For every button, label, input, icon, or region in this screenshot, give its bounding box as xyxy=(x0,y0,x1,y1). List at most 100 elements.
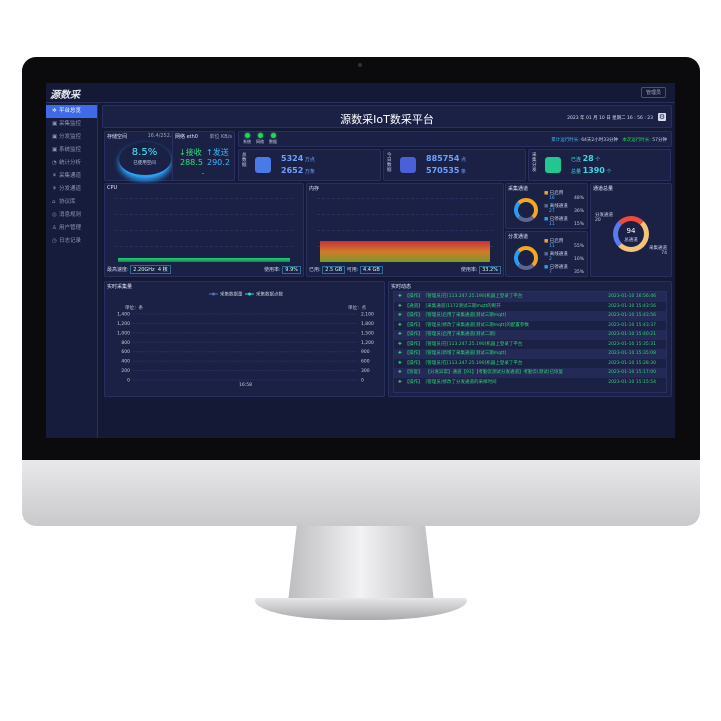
stat-line-2: 总量 1390 个 xyxy=(571,166,612,175)
event-row[interactable]: ✚ 【操作】 [管理员]在[113.247.25.190]机器上登录了平台 202… xyxy=(394,292,666,302)
y-left-tick: 200 xyxy=(121,368,130,374)
sidebar-item-label: 采集监控 xyxy=(59,121,82,127)
status-strip: 系统 网络 数据 累计运行时长: 64天2小时33分钟 本次运行时长: 57分钟 xyxy=(238,131,672,147)
sidebar-item-label: 日志记录 xyxy=(59,238,82,244)
event-row[interactable]: ✚ 【操作】 [管理员]在[113.247.25.190]机器上登录了平台 202… xyxy=(398,360,656,366)
storage-title: 存储空间 xyxy=(107,134,128,140)
plus-icon: ✚ xyxy=(398,370,402,375)
monitor-icon: ▣ xyxy=(52,147,58,153)
sidebar-item-10[interactable]: ◷ 日志记录 xyxy=(46,235,97,248)
channel-total-title: 通道总量 xyxy=(593,186,614,192)
event-row[interactable]: ✚ 【恢复】 【分发异常】通道【91】【考勤云测试分发通道】考勤云(测试)已恢复… xyxy=(394,368,666,378)
rx-label: ↓接收 xyxy=(179,148,202,157)
sidebar-item-3[interactable]: ▣ 系统监控 xyxy=(46,144,97,157)
runtime: 累计运行时长: 64天2小时33分钟 本次运行时长: 57分钟 xyxy=(551,138,667,143)
stat-icon xyxy=(255,157,271,173)
stat-card: 总数据 5324 万点 2652 万条 xyxy=(238,149,381,181)
channel-donut xyxy=(514,246,538,270)
y-left-tick: 1,400 xyxy=(117,312,130,318)
stat-label: 采集分发 xyxy=(532,153,537,173)
legend-label: 采集数据量 xyxy=(220,291,243,298)
stat-card: 今日数据 885754 点 570535 条 xyxy=(383,149,526,181)
sidebar-item-label: 消息规则 xyxy=(59,212,82,218)
storage-label: 已使用空间 xyxy=(133,161,156,166)
event-row[interactable]: ✚ 【操作】 [管理员]启用了采集通道[测试二期] 2023-01-10 15:4… xyxy=(394,330,666,340)
sidebar-item-5[interactable]: ⚘ 采集通道 xyxy=(46,170,97,183)
y-left-tick: 0 xyxy=(127,378,130,384)
dist-channel-count: 分发通道 20 xyxy=(595,213,613,223)
stat-card: 采集分发 已连 28 个 总量 1390 个 xyxy=(528,149,671,181)
rule-icon: ◎ xyxy=(52,212,57,218)
sidebar-item-label: 平台总览 xyxy=(59,108,82,114)
grid-icon: ✲ xyxy=(52,108,57,114)
channel-icon: ⚘ xyxy=(52,186,57,192)
collect-channels-panel: 采集通道 ■ 已启用 16 48% ■ 离线通道 27 36% ■ 已停通道 11 15% xyxy=(505,183,588,229)
sidebar-item-label: 用户管理 xyxy=(59,225,82,231)
status-light: 网络 xyxy=(256,133,264,145)
library-icon: ⌂ xyxy=(52,199,56,205)
sidebar-item-4[interactable]: ◔ 统计分析 xyxy=(46,157,97,170)
cpu-usage: 使用率: 9.9% xyxy=(264,266,301,274)
settings-icon[interactable]: ⚙ xyxy=(658,113,666,121)
x-tick: 16:58 xyxy=(239,382,252,388)
network-dash: - xyxy=(202,170,205,177)
page-title: 源数采IoT数采平台 xyxy=(340,113,434,126)
sidebar-item-label: 统计分析 xyxy=(59,160,82,166)
channel-total-value: 94 xyxy=(626,227,636,235)
event-row[interactable]: ✚ 【操作】 [管理员]修改了采集通道[测试三期mqtt]的配置参数 2023-0… xyxy=(398,322,656,328)
memory-panel: 内存 已用: 2.5 GB 可用: 4.4 GB 使用率: 33.2% xyxy=(306,183,504,277)
y-right-tick: 0 xyxy=(361,378,364,384)
event-row[interactable]: ✚ 【操作】 [管理员]在[113.247.25.190]机器上登录了平台 202… xyxy=(398,341,656,347)
legend-marker xyxy=(212,292,215,296)
monitor-icon: ▣ xyxy=(52,134,58,140)
channel-stat-row: ■ 已停通道 11 15% xyxy=(544,217,584,227)
channel-stat-row: ■ 离线通道 27 36% xyxy=(544,204,584,214)
dashboard-screen: 源数采 管理员 ✲ 平台总览 ▣ 采集监控 ▣ 分发监控 ▣ 系统监控 ◔ 统计分析 ⚘ 采集通道 ⚘ 分… xyxy=(46,83,675,438)
sidebar-item-7[interactable]: ⌂ 协议库 xyxy=(46,196,97,209)
channel-title: 分发通道 xyxy=(508,234,529,240)
plus-icon: ✚ xyxy=(398,379,402,385)
user-button[interactable]: 管理员 xyxy=(640,87,666,98)
stat-line-1: 885754 点 xyxy=(426,154,467,163)
event-row[interactable]: ✚ 【操作】 [管理员]修改了分发通道的采样时间 2023-01-10 15:15… xyxy=(398,379,656,385)
plus-icon: ✚ xyxy=(398,303,402,309)
tx-value: 290.2 xyxy=(207,158,230,167)
channel-total-label: 总通道 xyxy=(624,238,638,243)
cpu-panel: CPU 最高速度: 2.20GHz 4 核 使用率: 9.9% xyxy=(104,183,304,277)
monitor-icon: ▣ xyxy=(52,121,58,127)
y-left-tick: 1,200 xyxy=(117,321,130,327)
title-bar: 源数采IoT数采平台 2023 年 01 月 10 日 星期二 16 : 56 … xyxy=(102,105,672,128)
event-row[interactable]: ✚ 【操作】 [管理员]启用了采集通道[测试三期mqtt] 2023-01-10 … xyxy=(394,311,666,321)
memory-usage-area xyxy=(320,241,490,262)
collect-channel-count: 采集通道 74 xyxy=(649,246,667,256)
sidebar-item-label: 协议库 xyxy=(59,199,76,205)
logo: 源数采 xyxy=(50,90,80,101)
stat-line-1: 已连 28 个 xyxy=(571,154,601,163)
legend-marker xyxy=(248,292,251,296)
sidebar-item-label: 系统监控 xyxy=(59,147,82,153)
y-right-tick: 2,100 xyxy=(361,312,374,318)
storage-card: 存储空间 16.4/252.8GB 8.5% 已使用空间 xyxy=(104,131,185,181)
channel-total-donut xyxy=(613,216,649,252)
plus-icon: ✚ xyxy=(398,313,402,318)
memory-usage: 使用率: 33.2% xyxy=(461,266,501,274)
sidebar-item-8[interactable]: ◎ 消息规则 xyxy=(46,209,97,222)
events-panel: 实时动态 ✚ 【操作】 [管理员]在[113.247.25.190]机器上登录了… xyxy=(388,281,672,397)
y-right-tick: 300 xyxy=(361,368,370,374)
sidebar-item-9[interactable]: ♙ 用户管理 xyxy=(46,222,97,235)
datetime: 2023 年 01 月 10 日 星期二 16 : 56 : 23 xyxy=(567,116,653,121)
event-row[interactable]: ✚ 【操作】 [管理员]新增了采集通道[测试三期mqtt] 2023-01-10 … xyxy=(394,349,666,359)
sidebar-item-2[interactable]: ▣ 分发监控 xyxy=(46,131,97,144)
network-card: 网络 eth0 单位 KB/s ↓接收 ↑发送 288.5 290.2 - xyxy=(172,131,235,181)
realtime-chart: 1,400 2,100 1,200 1,800 1,000 1,500 800 1,200 60… xyxy=(117,291,374,389)
sidebar-item-1[interactable]: ▣ 采集监控 xyxy=(46,118,97,131)
plus-icon: ✚ xyxy=(398,351,402,356)
channel-donut xyxy=(514,198,538,222)
sidebar-item-6[interactable]: ⚘ 分发通道 xyxy=(46,183,97,196)
tx-label: ↑发送 xyxy=(206,148,229,157)
plus-icon: ✚ xyxy=(398,322,402,328)
camera xyxy=(358,63,362,67)
sidebar-item-0[interactable]: ✲ 平台总览 xyxy=(46,105,97,118)
event-row[interactable]: ✚ 【通道】 [采集通道]1172测试三期mqtt的断开 2023-01-10 1… xyxy=(398,303,656,309)
channel-total-panel: 通道总量 94 总通道 分发通道 20 采集通道 74 xyxy=(590,183,672,277)
